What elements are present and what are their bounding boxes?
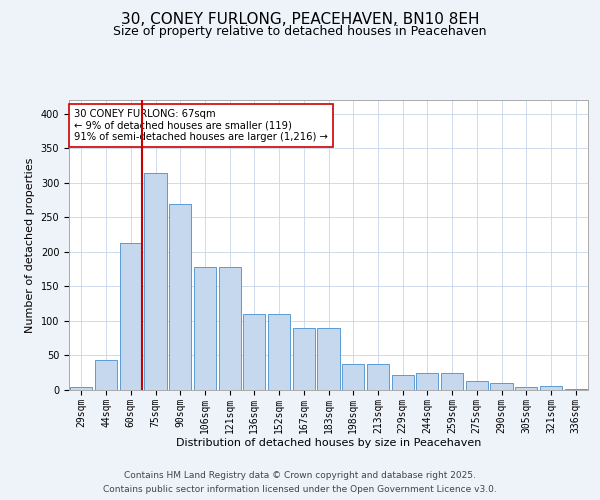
Bar [441,372,463,390]
X-axis label: Distribution of detached houses by size in Peacehaven: Distribution of detached houses by size … [176,438,481,448]
Y-axis label: Number of detached properties: Number of detached properties [25,158,35,332]
Bar [392,375,414,390]
Bar [317,328,340,390]
Bar [293,328,315,390]
Bar [70,386,92,390]
Bar [218,267,241,390]
Bar [515,386,538,390]
Text: 30 CONEY FURLONG: 67sqm
← 9% of detached houses are smaller (119)
91% of semi-de: 30 CONEY FURLONG: 67sqm ← 9% of detached… [74,108,328,142]
Bar [342,364,364,390]
Bar [367,364,389,390]
Bar [243,314,265,390]
Text: Size of property relative to detached houses in Peacehaven: Size of property relative to detached ho… [113,25,487,38]
Bar [268,314,290,390]
Bar [540,386,562,390]
Text: 30, CONEY FURLONG, PEACEHAVEN, BN10 8EH: 30, CONEY FURLONG, PEACEHAVEN, BN10 8EH [121,12,479,28]
Bar [490,383,512,390]
Text: Contains HM Land Registry data © Crown copyright and database right 2025.: Contains HM Land Registry data © Crown c… [124,472,476,480]
Bar [119,243,142,390]
Bar [145,172,167,390]
Text: Contains public sector information licensed under the Open Government Licence v3: Contains public sector information licen… [103,484,497,494]
Bar [95,360,117,390]
Bar [194,267,216,390]
Bar [416,372,439,390]
Bar [466,381,488,390]
Bar [169,204,191,390]
